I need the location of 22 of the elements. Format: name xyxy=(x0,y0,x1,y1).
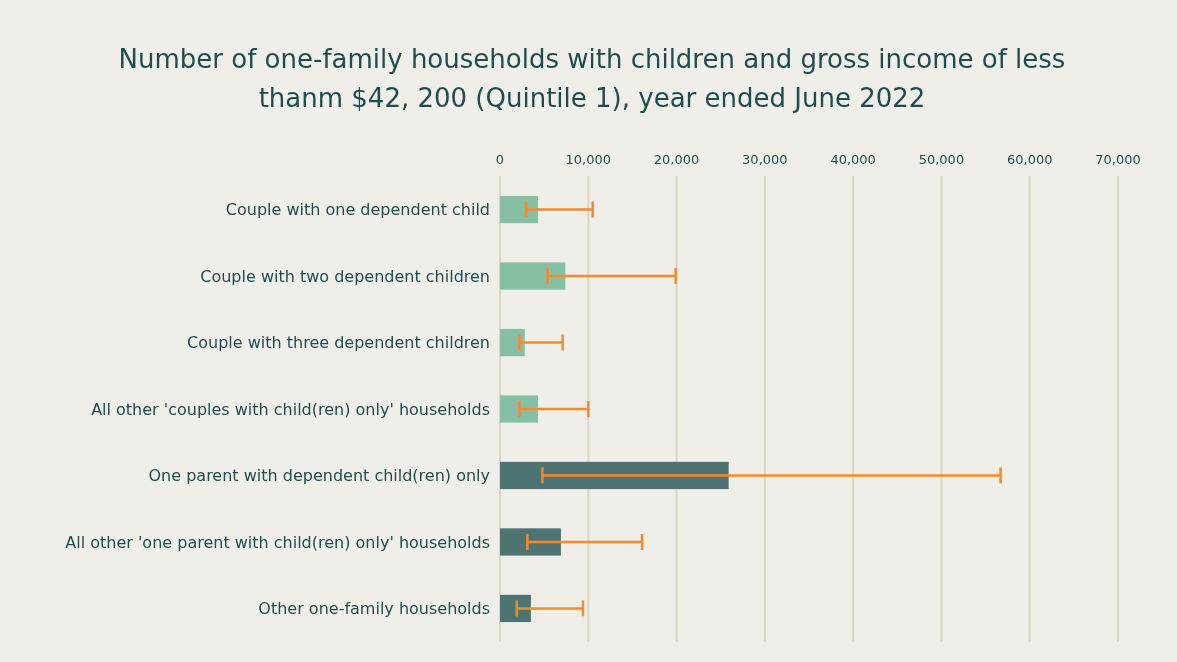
y-tick-label: Couple with one dependent child xyxy=(225,200,490,220)
x-tick-label: 20,000 xyxy=(653,152,700,167)
x-tick-label: 10,000 xyxy=(565,152,612,167)
bar xyxy=(500,195,538,224)
bar xyxy=(500,528,561,556)
x-tick-label: 40,000 xyxy=(830,152,876,167)
x-tick-label: 60,000 xyxy=(1006,152,1053,167)
x-tick-label: 0 xyxy=(495,152,505,167)
x-tick-label: 70,000 xyxy=(1095,152,1141,167)
x-tick-label: 30,000 xyxy=(742,152,788,167)
bar xyxy=(500,328,525,357)
bar xyxy=(500,594,531,623)
x-tick-label: 50,000 xyxy=(918,152,965,167)
y-tick-label: One parent with dependent child(ren) only xyxy=(148,466,490,486)
y-tick-label: Couple with two dependent children xyxy=(200,266,490,286)
y-tick-label: All other 'one parent with child(ren) only' households xyxy=(65,532,490,552)
bar xyxy=(500,262,566,290)
chart-title: Number of one-family households with children and gross income of less thanm $42, 200 (Quintile 1), year ended June 2022 xyxy=(118,44,1066,113)
y-tick-label: All other 'couples with child(ren) only' households xyxy=(91,399,490,419)
y-tick-label: Other one-family households xyxy=(258,599,490,619)
bar xyxy=(500,395,538,423)
y-tick-label: Couple with three dependent children xyxy=(187,333,490,353)
